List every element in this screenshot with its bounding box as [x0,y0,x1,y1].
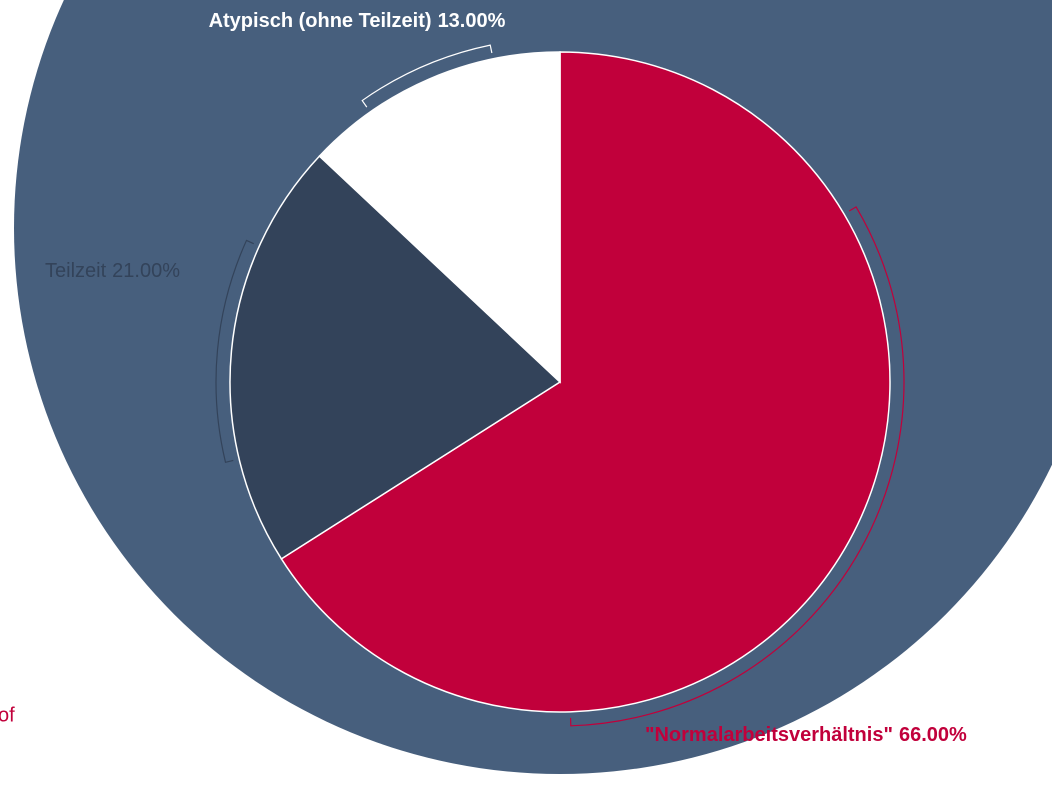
pie-slice [229,155,562,560]
slice-label: Teilzeit 21.00% [45,260,180,282]
side-text: of [0,704,15,726]
slice-label-name: Atypisch (ohne Teilzeit) [209,10,432,32]
slice-label: "Normalarbeitsverhältnis" 66.00% [645,724,967,746]
slice-label-value: 21.00% [112,260,180,282]
pie-slice [318,51,561,384]
slice-label-value: 66.00% [899,724,967,746]
slice-label-value: 13.00% [438,10,506,32]
label-bracket [361,44,493,108]
slice-label: Atypisch (ohne Teilzeit) 13.00% [209,10,506,32]
slice-label-name: "Normalarbeitsverhältnis" [645,724,893,746]
slice-label-name: Teilzeit [45,260,107,282]
pie-slice [280,51,891,713]
label-bracket [215,239,255,464]
label-bracket [569,206,905,727]
